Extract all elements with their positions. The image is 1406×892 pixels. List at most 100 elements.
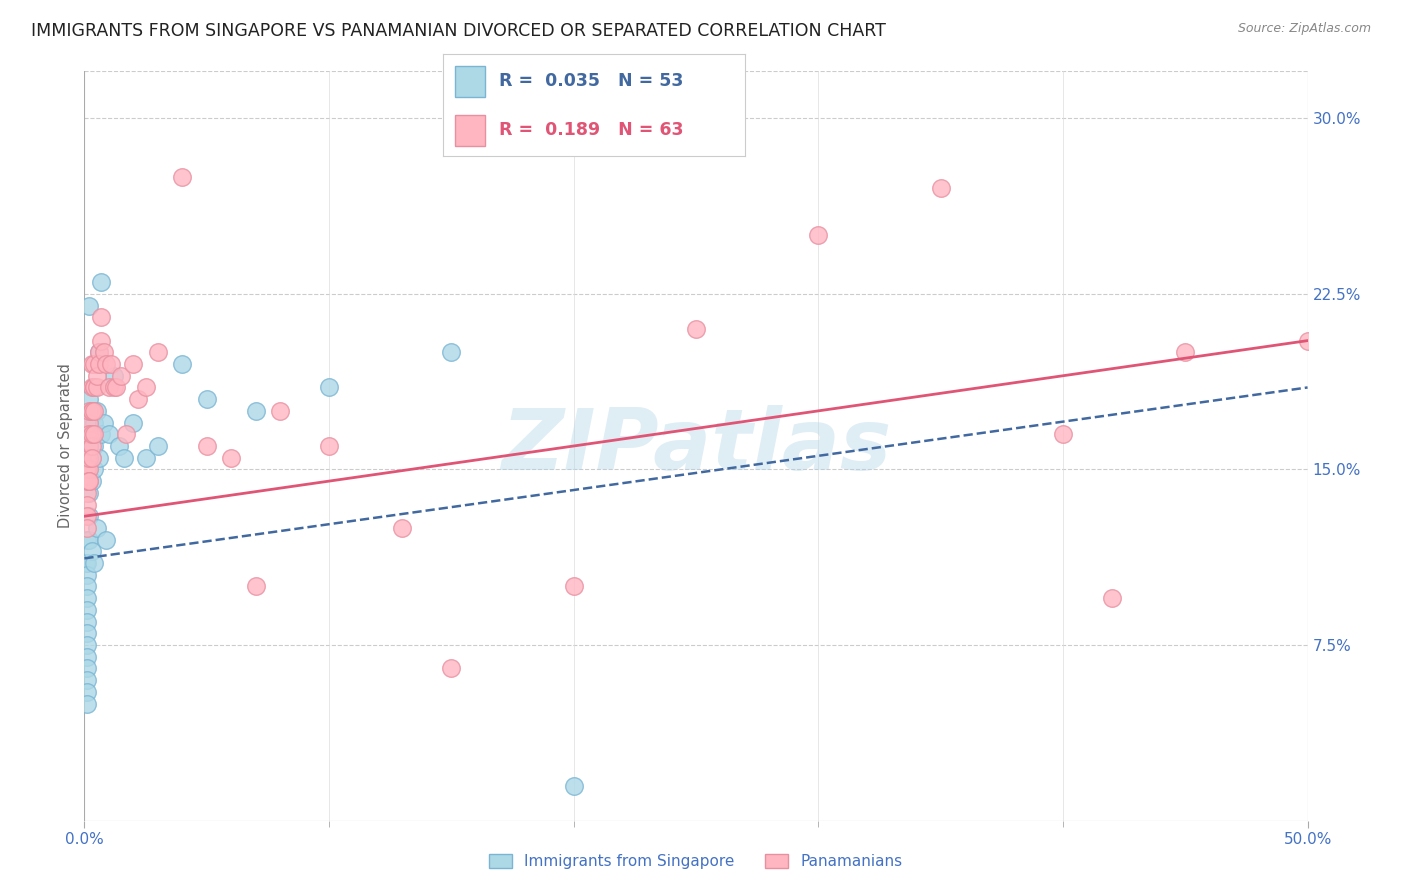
- Text: IMMIGRANTS FROM SINGAPORE VS PANAMANIAN DIVORCED OR SEPARATED CORRELATION CHART: IMMIGRANTS FROM SINGAPORE VS PANAMANIAN …: [31, 22, 886, 40]
- Point: [219, 450, 242, 465]
- Point: [245, 580, 267, 594]
- Point: [87, 357, 110, 371]
- Point: [76, 509, 98, 524]
- Legend: Immigrants from Singapore, Panamanians: Immigrants from Singapore, Panamanians: [489, 855, 903, 869]
- Point: [115, 427, 138, 442]
- Point: [80, 450, 103, 465]
- Point: [76, 661, 98, 675]
- Point: [562, 580, 585, 594]
- Point: [76, 649, 98, 664]
- Point: [77, 509, 100, 524]
- Point: [80, 404, 103, 418]
- Point: [87, 345, 110, 359]
- Point: [110, 368, 132, 383]
- Point: [318, 439, 340, 453]
- Point: [83, 439, 105, 453]
- Point: [807, 228, 830, 243]
- Point: [440, 345, 463, 359]
- Point: [83, 416, 105, 430]
- Point: [80, 357, 103, 371]
- Point: [90, 334, 112, 348]
- Point: [77, 485, 100, 500]
- Point: [391, 521, 413, 535]
- Point: [77, 474, 100, 488]
- Point: [90, 427, 112, 442]
- Point: [103, 368, 125, 383]
- Point: [76, 567, 98, 582]
- Point: [76, 533, 98, 547]
- Point: [76, 580, 98, 594]
- Point: [80, 404, 103, 418]
- Point: [103, 380, 125, 394]
- Point: [135, 380, 157, 394]
- Point: [87, 345, 110, 359]
- Point: [122, 416, 145, 430]
- Text: ZIPatlas: ZIPatlas: [501, 404, 891, 488]
- Point: [1174, 345, 1197, 359]
- Point: [122, 357, 145, 371]
- Point: [80, 450, 103, 465]
- Point: [685, 322, 707, 336]
- Point: [77, 474, 100, 488]
- Point: [76, 591, 98, 606]
- FancyBboxPatch shape: [456, 115, 485, 145]
- Point: [146, 439, 169, 453]
- Point: [929, 181, 952, 195]
- Point: [80, 427, 103, 442]
- Point: [77, 439, 100, 453]
- Point: [96, 357, 118, 371]
- Point: [440, 661, 463, 675]
- Point: [83, 462, 105, 476]
- Point: [172, 169, 194, 184]
- Point: [83, 556, 105, 570]
- Point: [77, 462, 100, 476]
- Point: [83, 404, 105, 418]
- Point: [77, 533, 100, 547]
- Point: [87, 450, 110, 465]
- Point: [77, 392, 100, 407]
- Point: [76, 638, 98, 652]
- Point: [83, 380, 105, 394]
- Point: [80, 404, 103, 418]
- Point: [83, 427, 105, 442]
- Point: [76, 521, 98, 535]
- Point: [83, 357, 105, 371]
- Point: [96, 533, 118, 547]
- Point: [77, 416, 100, 430]
- Point: [318, 380, 340, 394]
- Point: [562, 779, 585, 793]
- Point: [76, 685, 98, 699]
- Y-axis label: Divorced or Separated: Divorced or Separated: [58, 364, 73, 528]
- Point: [76, 626, 98, 640]
- Point: [86, 521, 108, 535]
- Point: [100, 357, 122, 371]
- Point: [245, 404, 267, 418]
- Point: [127, 392, 149, 407]
- Point: [76, 450, 98, 465]
- Point: [83, 380, 105, 394]
- Point: [112, 450, 135, 465]
- Point: [77, 462, 100, 476]
- Point: [76, 474, 98, 488]
- Point: [86, 404, 108, 418]
- Point: [172, 357, 194, 371]
- Point: [76, 603, 98, 617]
- Point: [90, 310, 112, 325]
- Point: [76, 615, 98, 629]
- Point: [80, 380, 103, 394]
- Point: [97, 380, 120, 394]
- Point: [107, 439, 129, 453]
- Point: [135, 450, 157, 465]
- Point: [76, 498, 98, 512]
- Point: [80, 544, 103, 558]
- Point: [75, 556, 97, 570]
- Point: [93, 416, 115, 430]
- Point: [1052, 427, 1074, 442]
- Point: [86, 380, 108, 394]
- Text: Source: ZipAtlas.com: Source: ZipAtlas.com: [1237, 22, 1371, 36]
- Point: [77, 298, 100, 313]
- Point: [269, 404, 291, 418]
- Point: [105, 380, 128, 394]
- Point: [97, 427, 120, 442]
- Point: [76, 462, 98, 476]
